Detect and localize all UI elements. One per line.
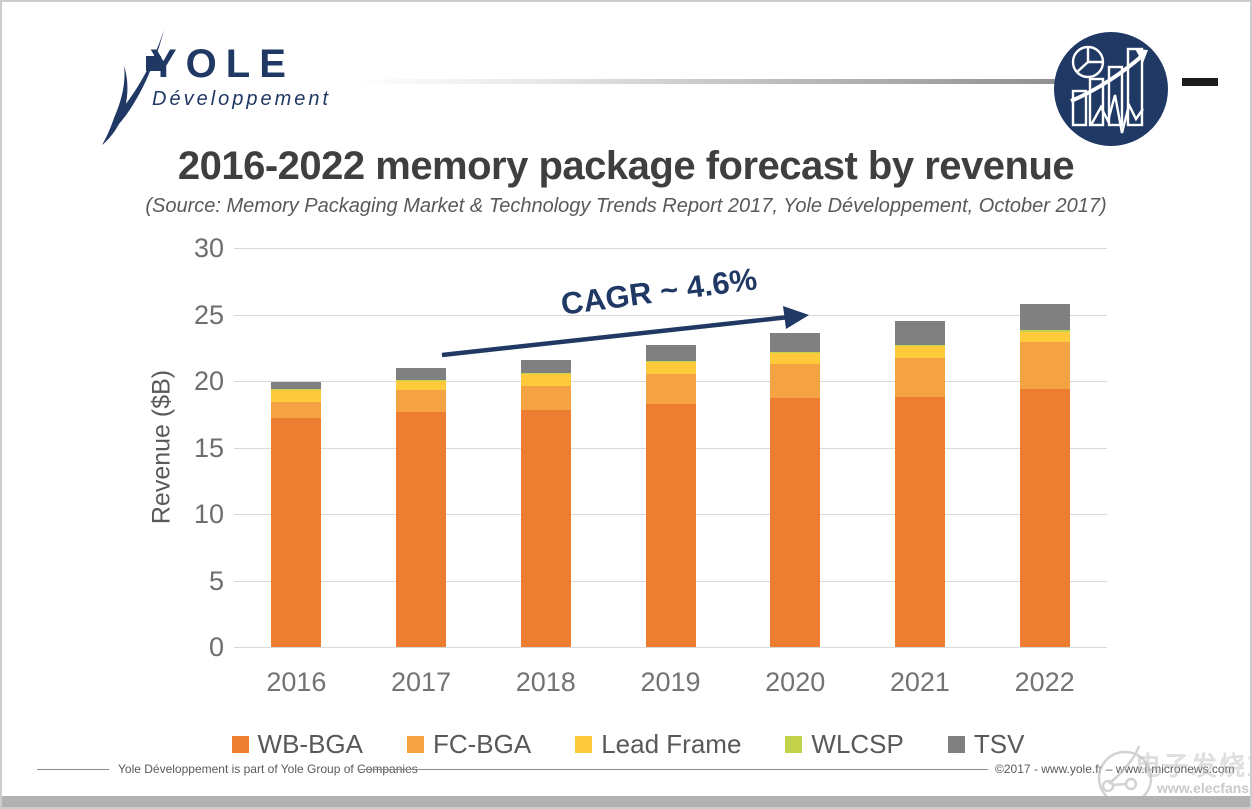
bar-segment-fc-bga (770, 363, 821, 399)
legend-item: WB-BGA (231, 729, 363, 760)
x-tick-label: 2016 (266, 667, 327, 697)
bar-segment-wb-bga (770, 398, 821, 647)
y-tick-label: 10 (193, 499, 224, 529)
footer-rule (358, 769, 988, 770)
legend-swatch (785, 736, 803, 753)
bar-segment-wlcsp (894, 345, 945, 347)
bar-segment-tsv (520, 359, 571, 374)
bar-segment-lead-frame (645, 362, 696, 375)
bar-segment-fc-bga (645, 374, 696, 404)
bar-segment-tsv (1019, 303, 1070, 331)
y-tick-label: 25 (193, 299, 224, 330)
bar-segment-tsv (396, 367, 447, 380)
legend-swatch (231, 736, 249, 753)
bar-segment-tsv (770, 333, 821, 352)
elecfans-logo-icon (1097, 745, 1153, 806)
bar-segment-fc-bga (1019, 342, 1070, 389)
watermark-url: www.elecfans.com (1157, 780, 1250, 796)
x-tick-label: 2022 (1014, 667, 1075, 697)
bar-segment-lead-frame (396, 381, 447, 391)
header-dash (1182, 78, 1218, 86)
legend-item: WLCSP (785, 729, 904, 760)
gridline (234, 647, 1107, 648)
bar-segment-wb-bga (645, 403, 696, 647)
x-tick-label: 2021 (889, 667, 950, 697)
watermark: 电子发烧友 www.elecfans.com (1087, 744, 1250, 806)
bar-segment-wlcsp (1019, 330, 1070, 332)
bar-segment-wlcsp (271, 388, 322, 391)
bar-segment-tsv (894, 321, 945, 346)
legend: WB-BGA FC-BGA Lead Frame WLCSP TSV (2, 729, 1250, 760)
x-tick-label: 2018 (515, 667, 576, 697)
watermark-cn-text: 电子发烧友 (1135, 751, 1250, 781)
y-tick-label: 0 (208, 632, 224, 662)
bar-2018 (520, 359, 571, 647)
page-subtitle: (Source: Memory Packaging Market & Techn… (145, 195, 1107, 217)
bar-2020 (770, 333, 821, 647)
gridline (234, 248, 1107, 249)
x-tick-label: 2019 (640, 667, 701, 697)
y-tick-label: 20 (193, 366, 224, 396)
legend-item: TSV (947, 729, 1025, 760)
bar-segment-fc-bga (271, 402, 322, 419)
legend-label: FC-BGA (432, 729, 532, 759)
header-divider-line (352, 79, 1062, 84)
legend-swatch (947, 736, 965, 753)
legend-item: Lead Frame (575, 729, 741, 760)
bar-segment-wb-bga (1019, 388, 1070, 647)
bar-2016 (271, 382, 322, 647)
cagr-arrow-icon (441, 306, 809, 358)
yole-logo-swoosh-icon (102, 30, 164, 145)
bar-segment-fc-bga (894, 358, 945, 397)
footer-rule (37, 769, 109, 770)
footer-left-text: Yole Développement is part of Yole Group… (118, 762, 418, 776)
market-chart-icon (1054, 32, 1168, 146)
y-tick-label: 15 (193, 432, 224, 463)
bar-2019 (645, 345, 696, 647)
bar-segment-lead-frame (1019, 331, 1070, 343)
y-tick-label: 5 (208, 565, 224, 596)
bar-segment-wb-bga (520, 410, 571, 647)
bar-segment-wb-bga (894, 396, 945, 647)
yole-logo: YOLE Développement (102, 28, 332, 145)
bar-segment-wlcsp (520, 373, 571, 375)
y-tick-label: 30 (193, 233, 224, 263)
legend-swatch (406, 736, 424, 753)
bar-segment-tsv (271, 382, 322, 389)
legend-label: TSV (973, 729, 1025, 759)
bar-segment-wb-bga (396, 411, 447, 647)
footer-right-text: ©2017 - www.yole.fr – www.i-micronews.co… (995, 762, 1235, 776)
bar-segment-fc-bga (396, 390, 447, 412)
plot-area (234, 248, 1107, 648)
footer: Yole Développement is part of Yole Group… (2, 760, 1250, 780)
legend-item: FC-BGA (406, 729, 532, 760)
legend-label: WLCSP (811, 729, 904, 759)
bar-segment-wb-bga (271, 418, 322, 647)
yole-logo-subtext: Développement (152, 88, 332, 110)
bar-segment-wlcsp (396, 379, 447, 381)
x-tick-label: 2020 (765, 667, 826, 697)
bar-segment-lead-frame (894, 346, 945, 359)
gridline (234, 314, 1107, 316)
bar-segment-tsv (645, 345, 696, 362)
bar-segment-wlcsp (645, 361, 696, 363)
bar-segment-lead-frame (770, 353, 821, 364)
bar-2021 (894, 321, 945, 647)
yole-logo-text: YOLE (150, 42, 295, 86)
legend-label: WB-BGA (257, 729, 363, 759)
legend-label: Lead Frame (601, 729, 742, 759)
x-tick-label: 2017 (391, 667, 452, 697)
bar-2017 (396, 367, 447, 647)
page-title: 2016-2022 memory package forecast by rev… (177, 144, 1075, 188)
legend-swatch (575, 736, 593, 753)
bar-segment-fc-bga (520, 386, 571, 411)
bar-segment-lead-frame (520, 374, 571, 387)
bar-2022 (1019, 303, 1070, 647)
bottom-band (2, 796, 1250, 807)
bar-segment-wlcsp (770, 351, 821, 354)
bar-segment-lead-frame (271, 390, 322, 403)
